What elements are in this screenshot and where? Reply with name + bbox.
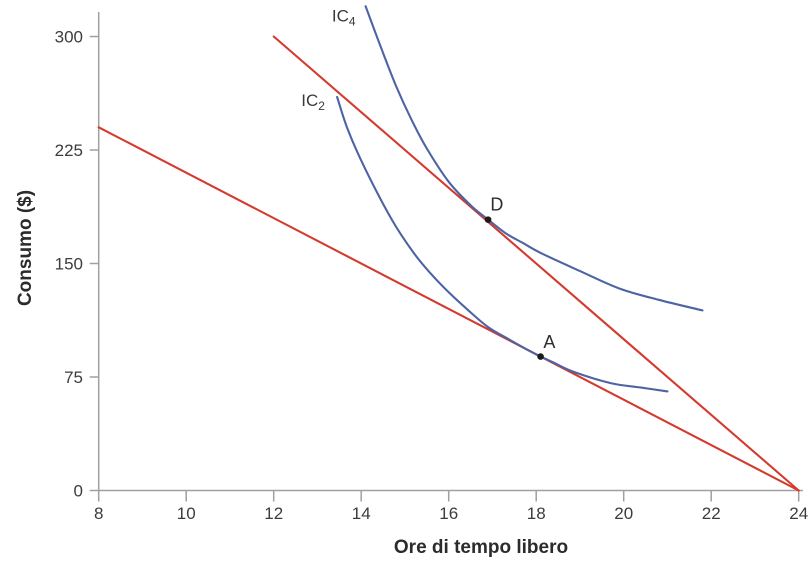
- x-tick-label: 22: [702, 504, 721, 523]
- curve-label-IC2: IC2: [301, 91, 325, 113]
- y-tick-label: 0: [74, 482, 83, 501]
- x-tick-label: 10: [177, 504, 196, 523]
- y-axis-title: Consumo ($): [15, 189, 36, 307]
- budget-constraint-w25: [272, 35, 800, 492]
- x-tick-label: 20: [614, 504, 633, 523]
- point-marker-A: [537, 353, 544, 360]
- y-tick-label: 225: [55, 141, 83, 160]
- x-axis-title: Ore di tempo libero: [393, 537, 569, 558]
- y-tick-label: 300: [55, 28, 83, 47]
- indifference-curve-IC2: [336, 95, 669, 393]
- curve-label-IC4: IC4: [332, 6, 356, 28]
- y-tick-label: 75: [64, 368, 83, 387]
- x-tick-label: 24: [789, 504, 808, 523]
- point-label-A: A: [543, 332, 555, 352]
- point-marker-D: [484, 216, 492, 223]
- y-tick-label: 150: [55, 255, 83, 274]
- x-tick-label: 12: [264, 504, 283, 523]
- point-label-D: D: [490, 194, 503, 214]
- x-tick-label: 8: [94, 504, 103, 523]
- x-tick-label: 16: [439, 504, 458, 523]
- budget-constraint-w15: [97, 126, 800, 492]
- x-tick-label: 14: [352, 504, 371, 523]
- x-tick-label: 18: [527, 504, 546, 523]
